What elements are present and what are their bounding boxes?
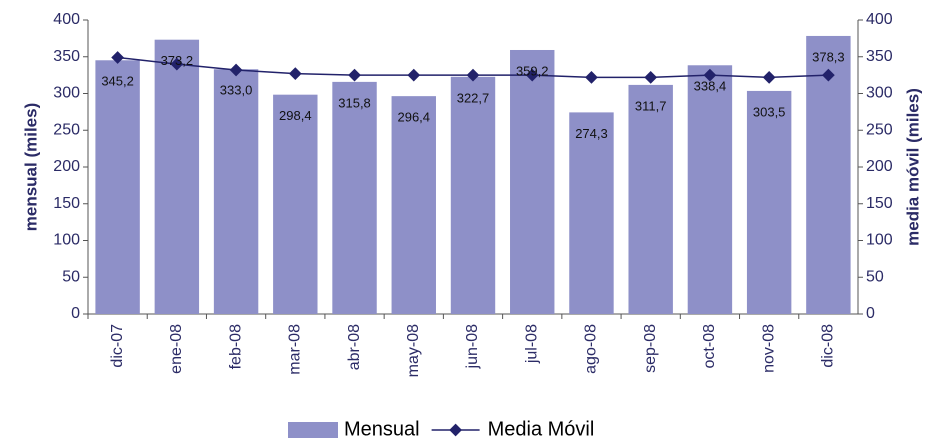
- value-label: 345,2: [101, 74, 134, 89]
- bar: [332, 81, 377, 315]
- y2-tick-label: 300: [866, 85, 893, 102]
- x-tick-label: jun-08: [464, 324, 481, 370]
- bar: [450, 76, 496, 315]
- y2-tick-label: 350: [866, 48, 893, 65]
- marker: [348, 68, 361, 82]
- bar: [391, 96, 436, 315]
- x-tick-label: abr-08: [346, 324, 363, 370]
- bar: [687, 65, 733, 314]
- y2-tick-label: 100: [866, 232, 893, 249]
- legend-marker: [449, 423, 462, 437]
- y2-tick-label: 400: [866, 11, 893, 28]
- value-label: 378,3: [812, 49, 845, 64]
- legend-swatch: [288, 422, 338, 438]
- y-axis-label: mensual (miles): [21, 103, 40, 232]
- value-label: 311,7: [635, 98, 667, 113]
- x-tick-label: may-08: [405, 324, 422, 377]
- bar: [806, 35, 851, 315]
- y-tick-label: 100: [53, 232, 80, 249]
- y2-tick-label: 200: [866, 158, 893, 175]
- x-tick-label: ago-08: [583, 324, 600, 374]
- value-label: 274,3: [575, 126, 608, 141]
- y2-tick-label: 150: [866, 195, 893, 212]
- y-tick-label: 300: [53, 85, 80, 102]
- y-tick-label: 200: [53, 158, 80, 175]
- marker: [229, 63, 243, 77]
- bar: [510, 49, 555, 314]
- marker: [407, 68, 421, 82]
- value-label: 333,0: [220, 83, 253, 98]
- bar: [95, 60, 140, 314]
- x-tick-label: feb-08: [227, 324, 244, 369]
- y2-axis-label: media móvil (miles): [903, 88, 922, 246]
- value-label: 373,2: [161, 53, 194, 68]
- value-label: 298,4: [279, 108, 312, 123]
- x-tick-label: oct-08: [701, 324, 718, 369]
- marker: [762, 70, 776, 84]
- x-tick-label: dic-08: [820, 324, 837, 368]
- y2-tick-label: 0: [866, 305, 875, 322]
- y-tick-label: 250: [53, 121, 80, 138]
- y-tick-label: 0: [71, 305, 80, 322]
- marker: [170, 57, 184, 71]
- y-tick-label: 50: [62, 268, 80, 285]
- x-tick-label: jul-08: [523, 324, 540, 364]
- x-tick-label: dic-07: [109, 324, 126, 368]
- x-tick-label: sep-08: [642, 324, 659, 373]
- y-tick-label: 150: [53, 195, 80, 212]
- value-label: 315,8: [338, 95, 371, 110]
- x-tick-label: ene-08: [168, 324, 185, 374]
- value-label: 322,7: [457, 90, 490, 105]
- marker: [644, 70, 658, 84]
- y2-tick-label: 50: [866, 268, 884, 285]
- value-label: 359,2: [516, 63, 549, 78]
- x-tick-label: nov-08: [760, 324, 777, 373]
- bar: [628, 84, 673, 314]
- bar: [273, 94, 318, 315]
- y-tick-label: 400: [53, 11, 80, 28]
- value-label: 296,4: [397, 110, 430, 125]
- marker: [288, 67, 302, 81]
- legend-label: Media Móvil: [488, 418, 595, 440]
- y-tick-label: 350: [53, 48, 80, 65]
- bar: [746, 90, 792, 315]
- bar: [569, 112, 614, 315]
- y2-tick-label: 250: [866, 121, 893, 138]
- value-label: 303,5: [753, 104, 786, 119]
- marker: [466, 68, 480, 82]
- bar: [154, 39, 200, 315]
- legend-label: Mensual: [344, 418, 420, 440]
- marker: [585, 70, 598, 84]
- x-tick-label: mar-08: [287, 324, 304, 375]
- bar: [213, 69, 259, 315]
- value-label: 338,4: [694, 79, 727, 94]
